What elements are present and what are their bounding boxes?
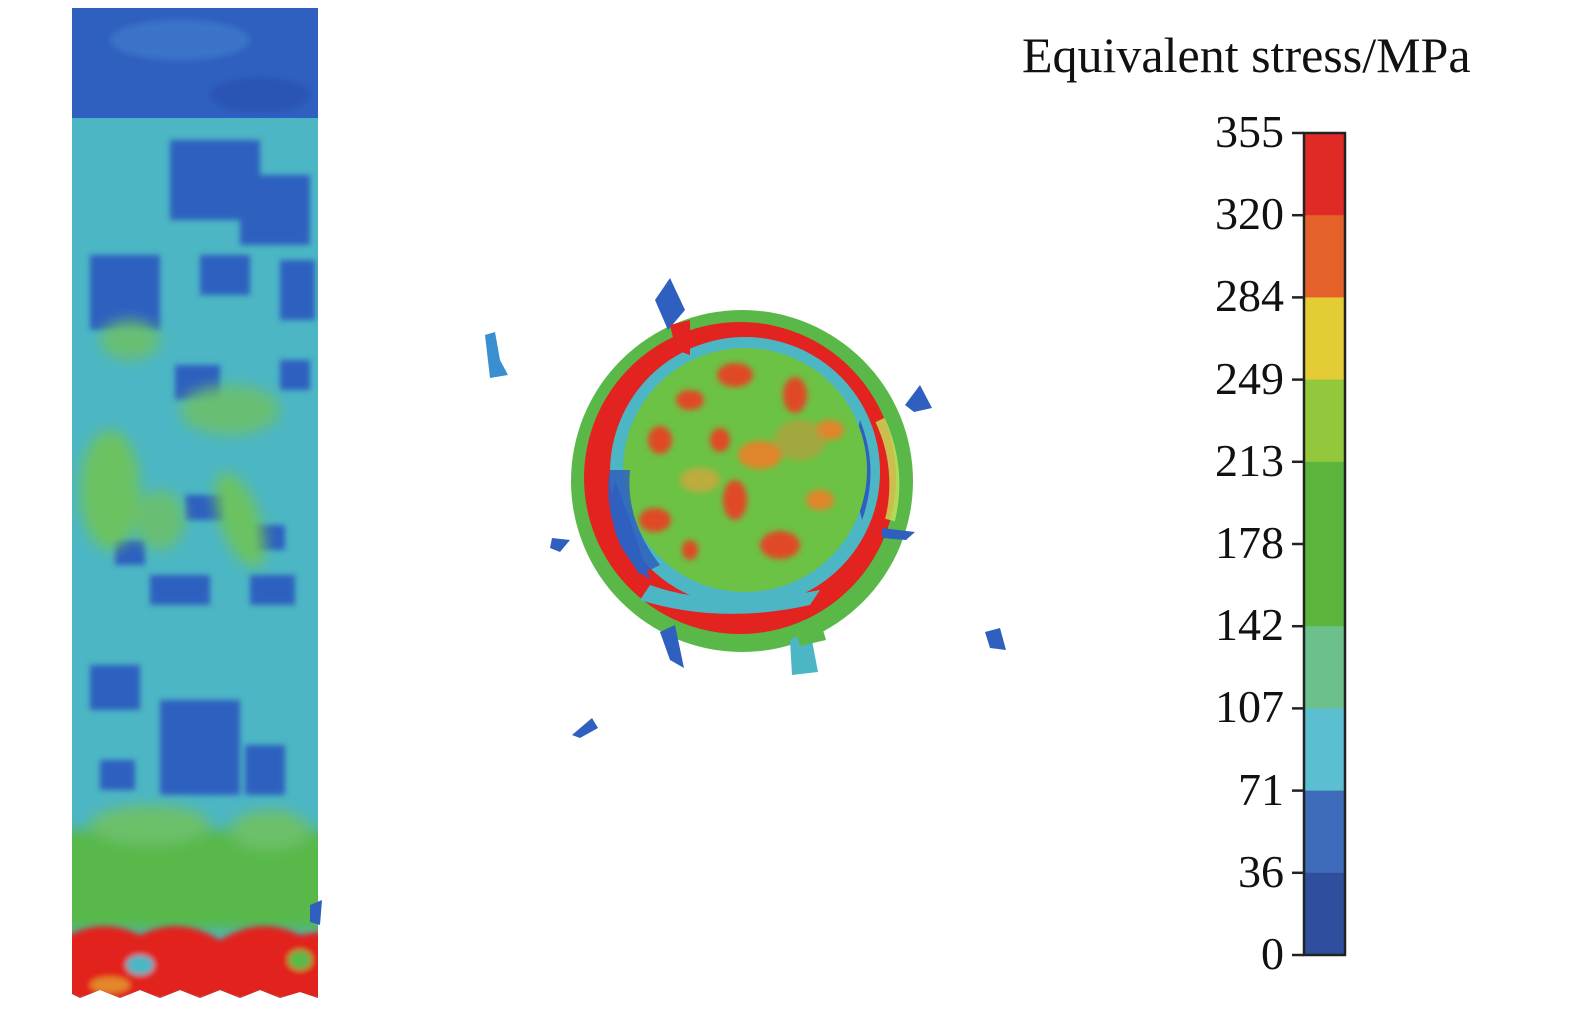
legend-colorbar bbox=[1292, 131, 1347, 957]
legend-band bbox=[1304, 461, 1345, 545]
legend-band bbox=[1304, 626, 1345, 709]
fragment-markers bbox=[310, 278, 1006, 925]
legend-tick-label: 36 bbox=[1238, 845, 1284, 897]
legend-band bbox=[1304, 215, 1345, 298]
legend-band bbox=[1304, 297, 1345, 381]
legend-tick-label: 0 bbox=[1261, 928, 1284, 979]
legend-tick-label: 213 bbox=[1215, 434, 1284, 486]
legend-tick-label: 71 bbox=[1238, 763, 1284, 815]
legend-tick-label: 284 bbox=[1215, 270, 1284, 322]
legend-band bbox=[1304, 544, 1345, 627]
legend-tick-label: 107 bbox=[1215, 681, 1284, 733]
legend-title: Equivalent stress/MPa bbox=[1022, 27, 1471, 83]
column-side-view bbox=[72, 8, 318, 998]
legend-band bbox=[1304, 708, 1345, 792]
legend-band bbox=[1304, 872, 1345, 956]
cross-section-view bbox=[571, 310, 913, 652]
legend-tick-label: 320 bbox=[1215, 188, 1284, 240]
legend-tick-label: 178 bbox=[1215, 517, 1284, 568]
legend-tick-label: 142 bbox=[1215, 599, 1284, 651]
legend-tick-label: 249 bbox=[1215, 352, 1284, 404]
legend-band bbox=[1304, 790, 1345, 874]
legend-band bbox=[1304, 379, 1345, 463]
legend-tick-label: 355 bbox=[1215, 106, 1284, 157]
legend-band bbox=[1304, 133, 1345, 216]
